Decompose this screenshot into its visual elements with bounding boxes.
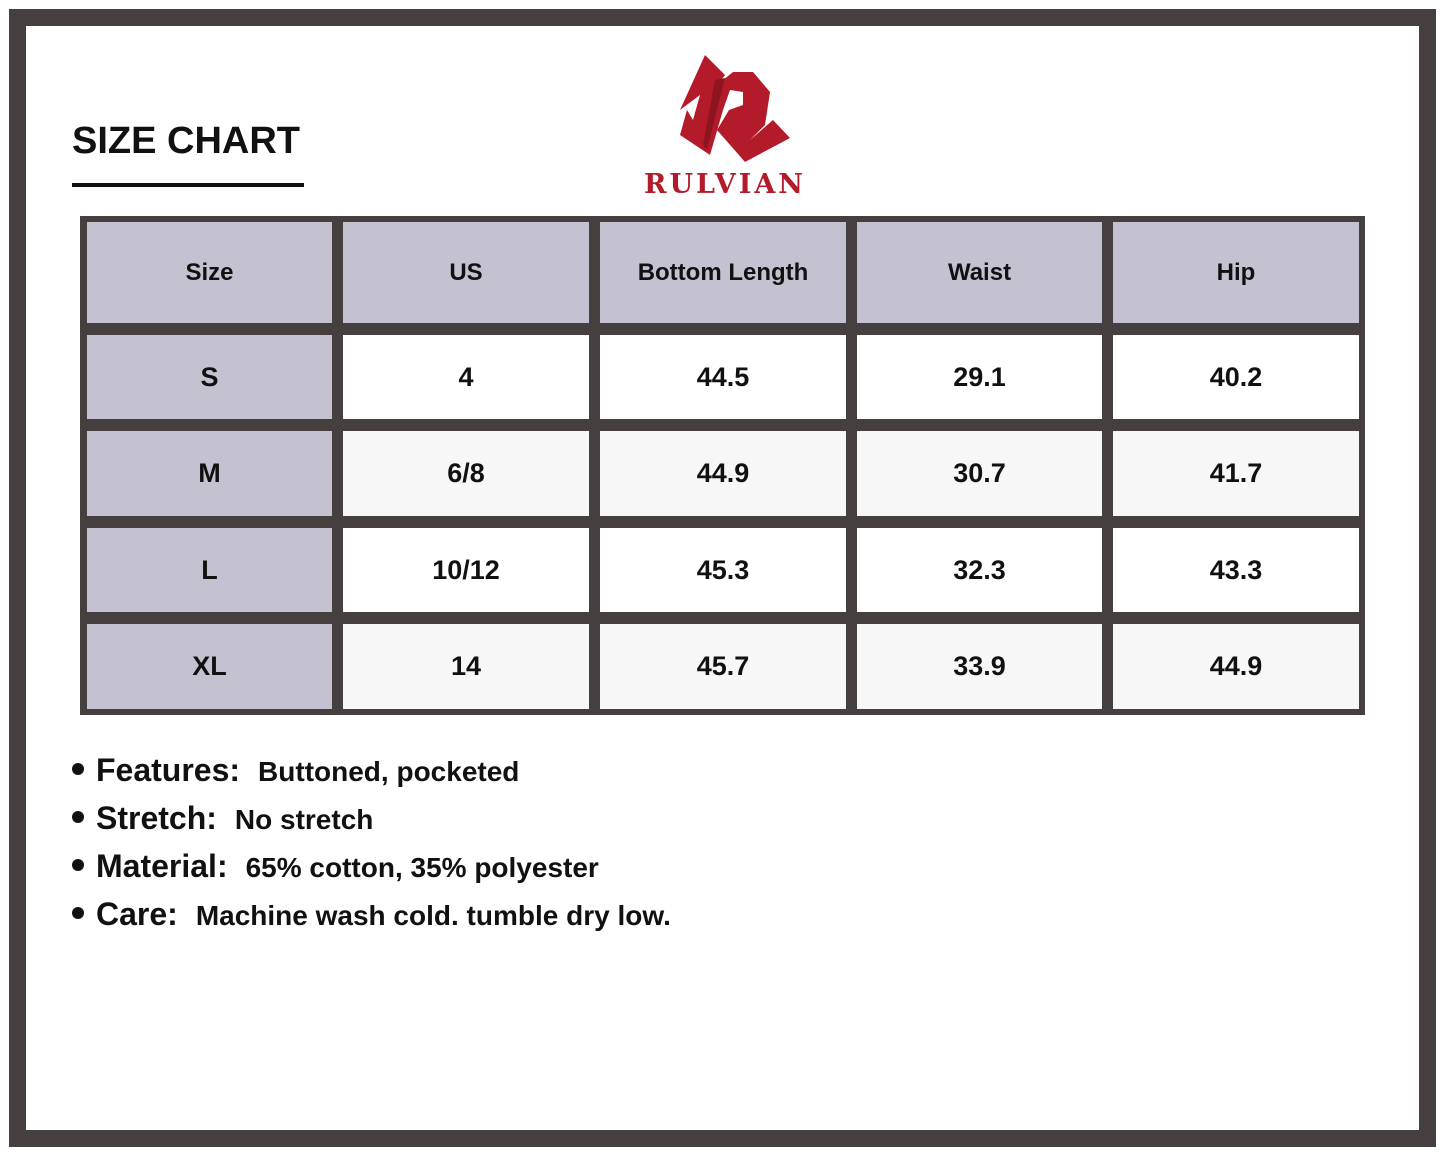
table-cell: 41.7 bbox=[1113, 431, 1359, 516]
feature-item: Stretch: No stretch bbox=[72, 800, 671, 848]
size-label-cell: S bbox=[87, 335, 332, 419]
feature-item: Features: Buttoned, pocketed bbox=[72, 752, 671, 800]
feature-label: Features: bbox=[96, 752, 241, 788]
table-cell: 14 bbox=[343, 624, 589, 709]
page-title: SIZE CHART bbox=[72, 120, 300, 162]
bullet-icon bbox=[72, 859, 84, 871]
feature-item: Care: Machine wash cold. tumble dry low. bbox=[72, 896, 671, 944]
feature-label: Care: bbox=[96, 896, 178, 932]
feature-value: 65% cotton, 35% polyester bbox=[245, 852, 599, 883]
table-cell: 33.9 bbox=[857, 624, 1102, 709]
size-label-cell: M bbox=[87, 431, 332, 516]
size-label-cell: L bbox=[87, 528, 332, 612]
table-cell: 32.3 bbox=[857, 528, 1102, 612]
size-table: Size US Bottom Length Waist Hip S 4 44.5 29.1 40.… bbox=[80, 216, 1365, 715]
column-header: Bottom Length bbox=[600, 222, 846, 323]
table-cell: 6/8 bbox=[343, 431, 589, 516]
feature-value: Machine wash cold. tumble dry low. bbox=[195, 900, 671, 931]
brand-logo: RULVIAN bbox=[644, 55, 806, 200]
feature-list: Features: Buttoned, pocketed Stretch: No st… bbox=[72, 752, 671, 944]
bullet-icon bbox=[72, 811, 84, 823]
bullet-icon bbox=[72, 907, 84, 919]
table-cell: 30.7 bbox=[857, 431, 1102, 516]
feature-label: Material: bbox=[96, 848, 228, 884]
title-underline bbox=[72, 183, 304, 187]
table-cell: 44.9 bbox=[600, 431, 846, 516]
size-label-cell: XL bbox=[87, 624, 332, 709]
feature-value: Buttoned, pocketed bbox=[258, 756, 520, 787]
feature-item: Material: 65% cotton, 35% polyester bbox=[72, 848, 671, 896]
column-header: Waist bbox=[857, 222, 1102, 323]
table-cell: 45.3 bbox=[600, 528, 846, 612]
column-header: Hip bbox=[1113, 222, 1359, 323]
feature-value: No stretch bbox=[234, 804, 374, 835]
table-cell: 44.9 bbox=[1113, 624, 1359, 709]
bullet-icon bbox=[72, 763, 84, 775]
column-header: US bbox=[343, 222, 589, 323]
brand-name: RULVIAN bbox=[644, 169, 806, 200]
table-cell: 43.3 bbox=[1113, 528, 1359, 612]
table-cell: 44.5 bbox=[600, 335, 846, 419]
table-cell: 45.7 bbox=[600, 624, 846, 709]
table-cell: 40.2 bbox=[1113, 335, 1359, 419]
table-cell: 4 bbox=[343, 335, 589, 419]
table-cell: 10/12 bbox=[343, 528, 589, 612]
column-header: Size bbox=[87, 222, 332, 323]
feature-label: Stretch: bbox=[96, 800, 217, 836]
table-cell: 29.1 bbox=[857, 335, 1102, 419]
